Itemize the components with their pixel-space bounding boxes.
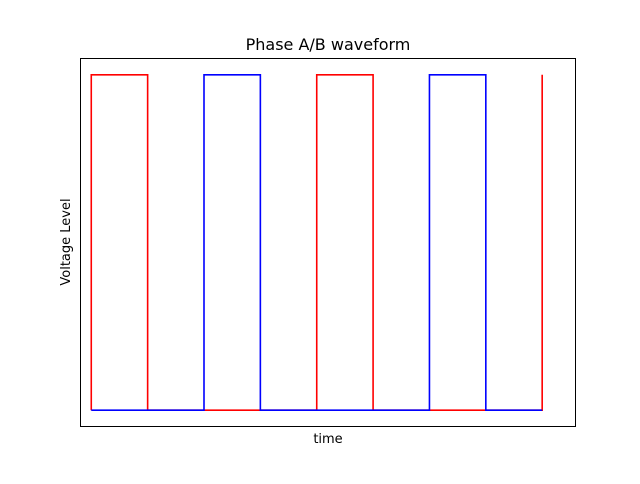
series-line-2	[91, 73, 543, 412]
plot-frame	[80, 58, 576, 427]
chart-title: Phase A/B waveform	[246, 35, 411, 54]
plot-area	[80, 58, 576, 427]
y-axis-label: Voltage Level	[59, 198, 74, 285]
x-axis-label: time	[313, 432, 342, 447]
series-layer	[90, 73, 543, 412]
series-line-1	[90, 73, 543, 412]
